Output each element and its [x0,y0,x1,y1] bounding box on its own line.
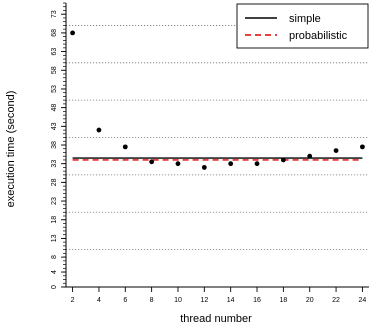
x-tick-label: 24 [359,297,367,304]
grid-layer [66,25,369,251]
data-point [254,161,260,167]
y-tick-label: 33 [51,160,58,168]
y-tick-label: 0 [51,285,58,289]
data-point [228,161,234,167]
x-tick-label: 10 [174,297,182,304]
y-tick-label: 63 [51,48,58,56]
x-axis-title: thread number [180,313,252,325]
y-tick-label: 43 [51,122,58,130]
y-tick-label: 73 [51,10,58,18]
y-tick-label: 13 [51,234,58,242]
legend-label-probabilistic: probabilistic [289,30,348,42]
y-tick-label: 4 [51,270,58,274]
y-tick-label: 28 [51,178,58,186]
data-point [201,165,207,170]
y-tick-label: 58 [51,66,58,74]
legend: simple probabilistic [236,3,369,49]
x-tick-label: 2 [71,297,75,304]
data-point [175,161,181,167]
y-tick-label: 48 [51,104,58,112]
y-tick-label: 68 [51,29,58,37]
legend-label-simple: simple [289,13,321,25]
legend-box [236,3,369,49]
data-point [333,148,339,154]
reference-lines [72,157,363,161]
x-tick-label: 14 [227,297,235,304]
data-points [70,30,365,170]
y-tick-label: 53 [51,85,58,93]
data-point [360,144,365,150]
y-tick-label: 38 [51,141,58,149]
data-point [307,153,313,159]
x-tick-label: 16 [253,297,261,304]
data-point [149,159,155,165]
data-point [122,144,128,150]
x-tick-label: 4 [97,297,101,304]
x-tick-label: 6 [123,297,127,304]
data-point [96,127,102,133]
x-tick-label: 22 [332,297,340,304]
y-axis-title: execution time (second) [5,91,17,208]
y-tick-label: 18 [51,216,58,224]
x-tick-label: 12 [200,297,208,304]
x-tick-label: 8 [150,297,154,304]
data-point [70,30,75,36]
x-tick-label: 20 [306,297,314,304]
y-tick-label: 8 [51,255,58,259]
x-tick-label: 18 [279,297,287,304]
y-tick-label: 23 [51,197,58,205]
data-point [280,157,286,163]
